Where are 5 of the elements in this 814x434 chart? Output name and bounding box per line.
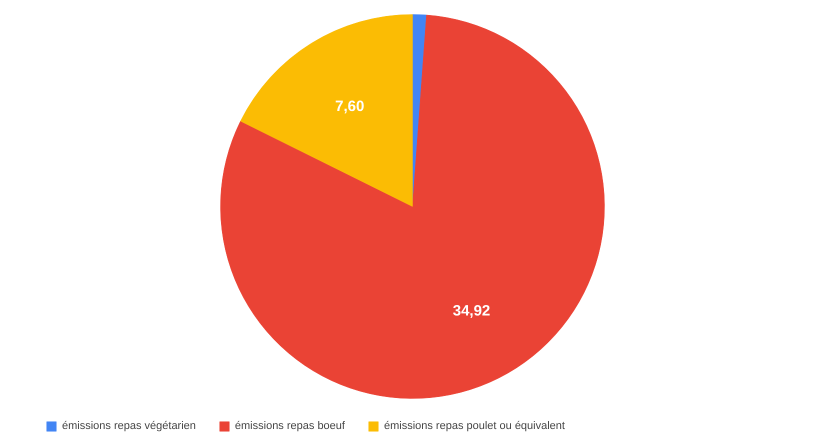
legend-label: émissions repas poulet ou équivalent — [384, 420, 565, 432]
legend-label: émissions repas végétarien — [62, 420, 196, 432]
data-label: 7,60 — [335, 98, 364, 115]
data-label: 34,92 — [452, 302, 490, 320]
legend-label: émissions repas boeuf — [234, 420, 345, 432]
